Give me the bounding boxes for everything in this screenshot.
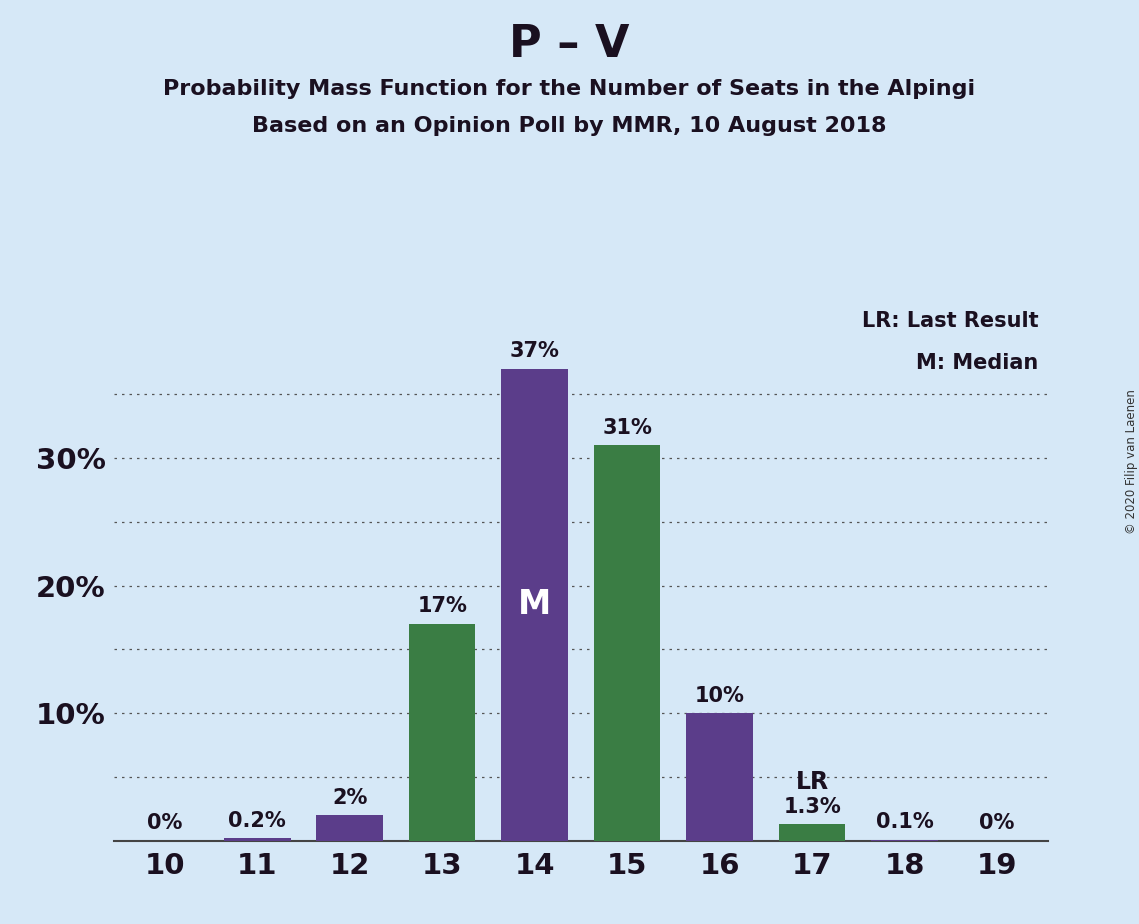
Bar [871,840,937,841]
Text: LR: LR [795,770,829,794]
Bar [779,824,845,841]
Text: 0%: 0% [147,813,182,833]
Text: 0%: 0% [980,813,1015,833]
Text: Based on an Opinion Poll by MMR, 10 August 2018: Based on an Opinion Poll by MMR, 10 Augu… [252,116,887,136]
Text: M: M [518,589,551,621]
Bar [317,815,383,841]
Bar [593,445,661,841]
Text: 0.1%: 0.1% [876,812,934,832]
Text: Probability Mass Function for the Number of Seats in the Alpingi: Probability Mass Function for the Number… [163,79,976,99]
Text: 37%: 37% [510,341,559,361]
Text: 31%: 31% [603,418,652,438]
Text: 17%: 17% [417,596,467,616]
Bar [687,713,753,841]
Text: 2%: 2% [333,787,368,808]
Text: 0.2%: 0.2% [228,810,286,831]
Text: © 2020 Filip van Laenen: © 2020 Filip van Laenen [1124,390,1138,534]
Text: LR: Last Result: LR: Last Result [862,311,1039,332]
Bar [409,624,475,841]
Bar [224,838,290,841]
Text: P – V: P – V [509,23,630,67]
Text: M: Median: M: Median [917,353,1039,373]
Bar [501,369,568,841]
Text: 1.3%: 1.3% [784,796,841,817]
Text: 10%: 10% [695,686,745,706]
